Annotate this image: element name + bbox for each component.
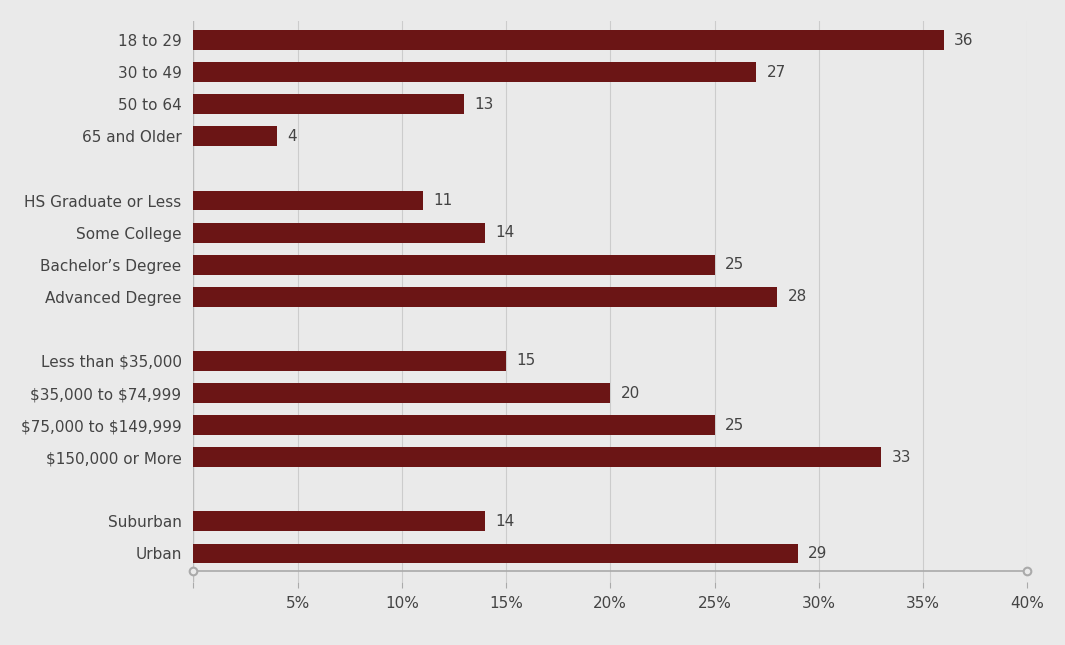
Text: 25: 25 <box>725 257 744 272</box>
Text: 15: 15 <box>517 353 536 368</box>
Bar <box>194 287 777 307</box>
Bar <box>194 94 464 114</box>
Text: 36: 36 <box>954 33 973 48</box>
Bar <box>194 351 506 371</box>
Text: 28: 28 <box>787 290 807 304</box>
Text: 14: 14 <box>495 225 514 240</box>
Bar <box>194 255 715 275</box>
Text: 33: 33 <box>891 450 912 465</box>
Bar <box>194 190 423 210</box>
Text: 11: 11 <box>433 193 453 208</box>
Bar <box>194 544 798 564</box>
Text: 4: 4 <box>288 129 297 144</box>
Text: 13: 13 <box>475 97 494 112</box>
Text: 29: 29 <box>808 546 828 561</box>
Text: 25: 25 <box>725 418 744 433</box>
Bar <box>194 126 277 146</box>
Bar <box>194 415 715 435</box>
Text: 14: 14 <box>495 514 514 529</box>
Bar <box>194 62 756 82</box>
Bar <box>194 30 944 50</box>
Bar <box>194 383 610 403</box>
Bar <box>194 511 486 531</box>
Bar <box>194 447 882 467</box>
Bar <box>194 223 486 243</box>
Text: 20: 20 <box>621 386 640 401</box>
Text: 27: 27 <box>767 64 786 80</box>
